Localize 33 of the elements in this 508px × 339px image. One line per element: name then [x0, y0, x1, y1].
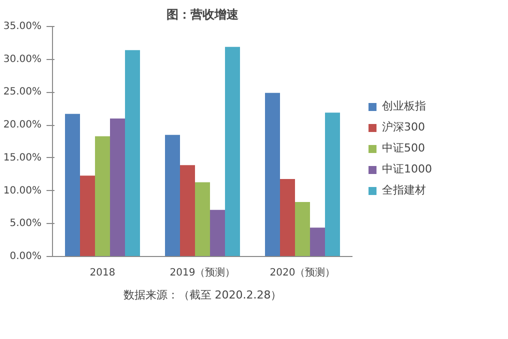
legend-label: 中证1000: [382, 162, 432, 176]
bar: [295, 202, 310, 256]
bar: [265, 92, 280, 256]
y-tick-label: 35.00%: [3, 21, 42, 32]
bar: [65, 114, 80, 256]
chart-title: 图：营收增速: [166, 8, 240, 22]
y-tick-label: 30.00%: [3, 54, 42, 65]
bar: [195, 182, 210, 256]
x-tick-label: 2018: [90, 268, 116, 278]
bar: [280, 178, 295, 256]
bar: [210, 210, 225, 256]
y-tick-label: 10.00%: [3, 185, 42, 196]
bar: [125, 50, 140, 256]
y-tick-label: 5.00%: [10, 218, 42, 230]
bar: [180, 165, 195, 256]
legend-label: 创业板指: [382, 98, 426, 114]
y-tick-label: 25.00%: [3, 86, 42, 98]
x-tick-label: 2019（预测）: [170, 266, 236, 278]
bar: [95, 136, 110, 256]
bar: [310, 228, 325, 256]
legend-label: 全指建材: [382, 182, 426, 198]
bar: [110, 118, 125, 256]
legend-label: 沪深300: [382, 120, 425, 134]
y-tick-label: 20.00%: [3, 120, 42, 131]
bar: [80, 176, 95, 256]
y-tick-label: 15.00%: [3, 152, 42, 164]
legend-label: 中证500: [382, 140, 425, 156]
x-tick-label: 2020（预测）: [270, 266, 336, 278]
bar: [165, 134, 180, 256]
bar: [225, 46, 240, 256]
bar: [325, 112, 340, 256]
source-note: 数据来源：（截至 2020.2.28）: [123, 288, 282, 302]
y-tick-label: 0.00%: [10, 251, 42, 262]
